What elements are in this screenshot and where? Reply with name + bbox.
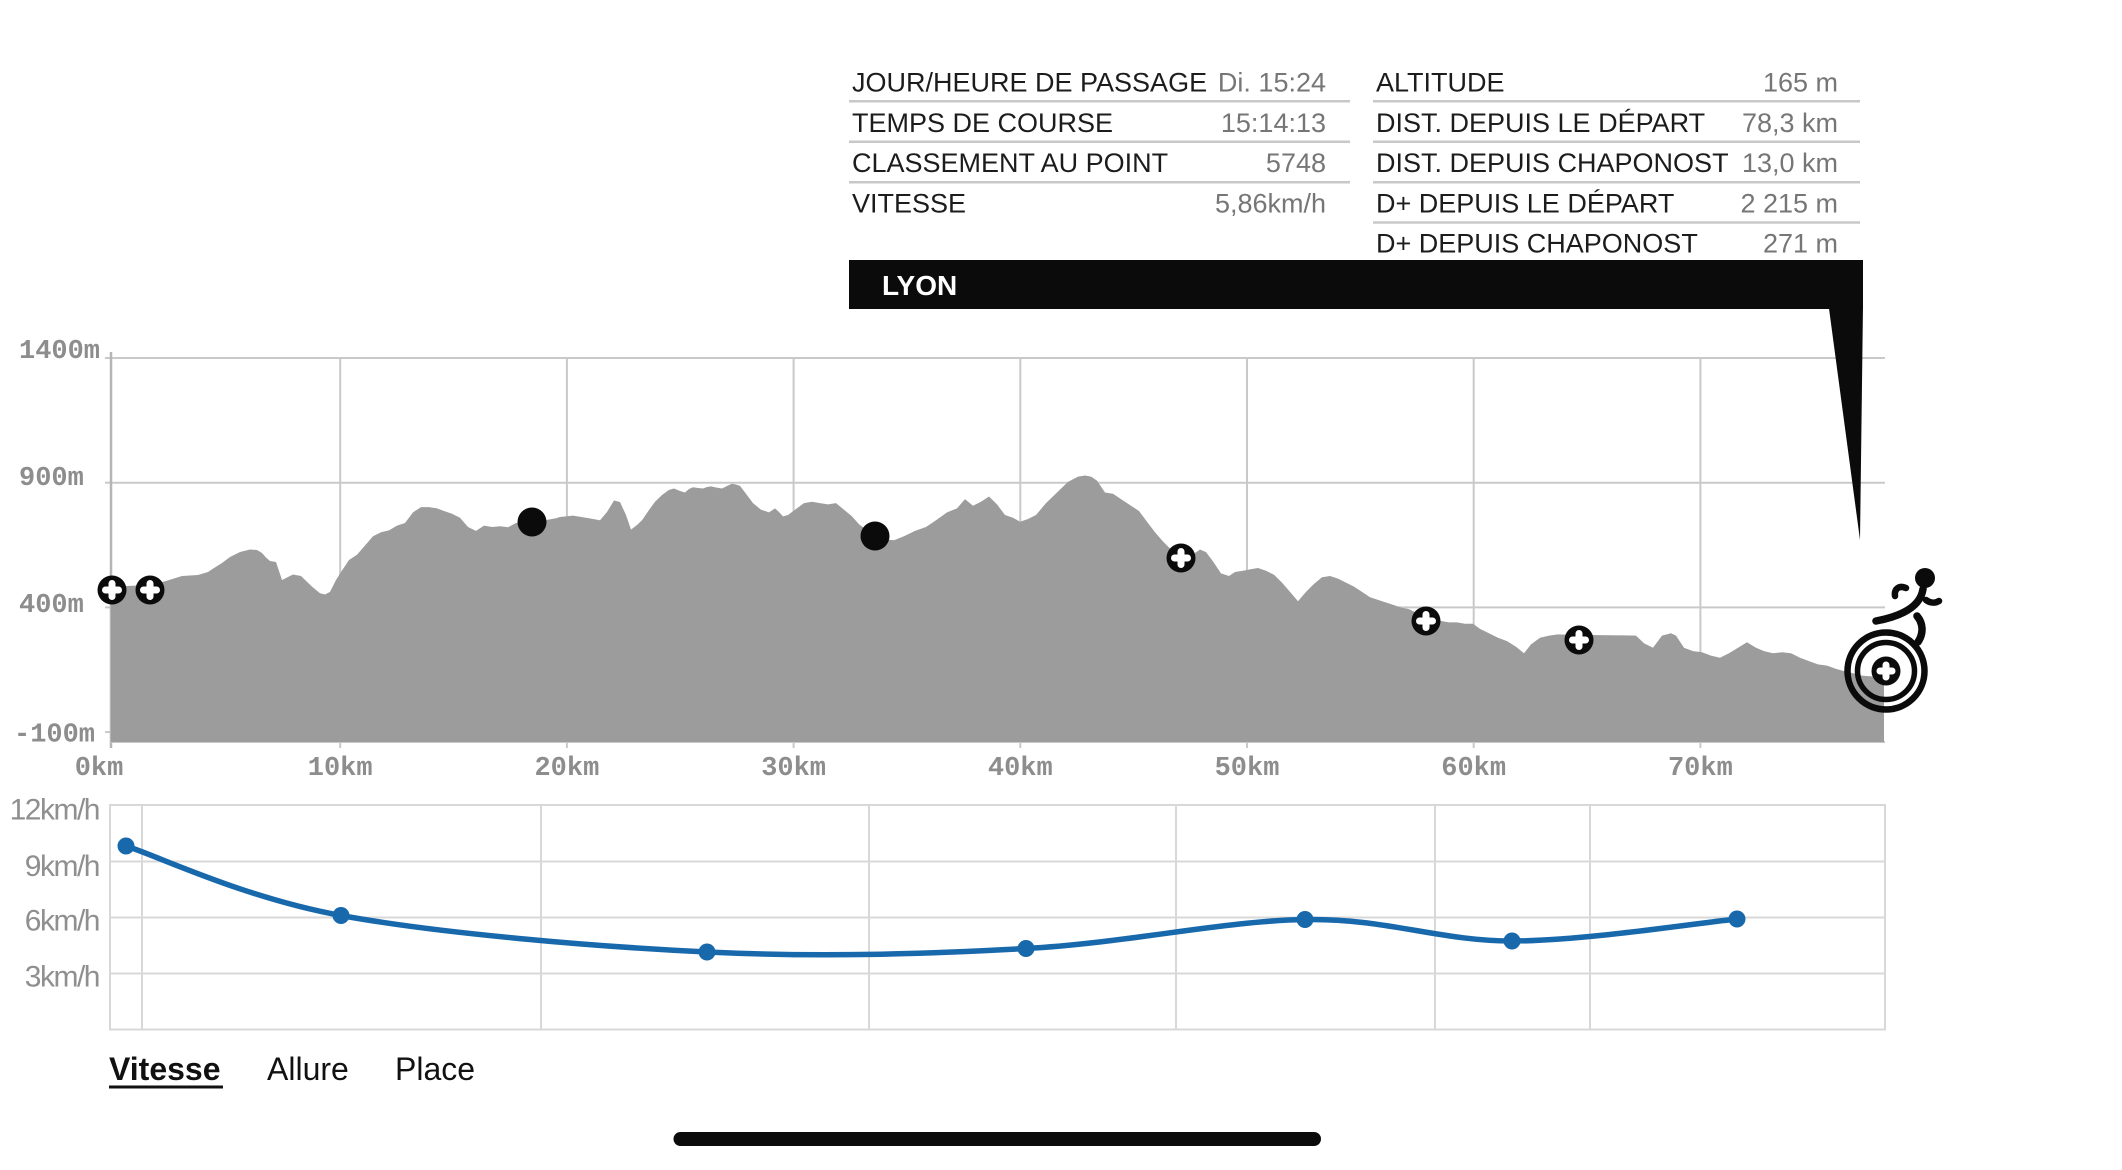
svg-text:Di. 15:24: Di. 15:24 bbox=[1218, 68, 1326, 98]
svg-text:60km: 60km bbox=[1441, 754, 1506, 784]
svg-text:70km: 70km bbox=[1668, 754, 1733, 784]
svg-text:271 m: 271 m bbox=[1763, 229, 1838, 259]
svg-text:JOUR/HEURE DE PASSAGE: JOUR/HEURE DE PASSAGE bbox=[852, 68, 1207, 98]
svg-text:10km: 10km bbox=[308, 754, 373, 784]
svg-text:D+ DEPUIS CHAPONOST: D+ DEPUIS CHAPONOST bbox=[1376, 229, 1698, 259]
svg-text:900m: 900m bbox=[19, 464, 84, 494]
svg-text:50km: 50km bbox=[1215, 754, 1280, 784]
svg-text:3km/h: 3km/h bbox=[25, 961, 99, 994]
svg-text:Place: Place bbox=[395, 1051, 475, 1087]
svg-text:1400m: 1400m bbox=[19, 337, 100, 367]
svg-text:VITESSE: VITESSE bbox=[852, 188, 966, 218]
svg-text:DIST. DEPUIS CHAPONOST: DIST. DEPUIS CHAPONOST bbox=[1376, 148, 1729, 178]
svg-text:0km: 0km bbox=[75, 754, 124, 784]
svg-text:400m: 400m bbox=[19, 591, 84, 621]
svg-text:LYON: LYON bbox=[882, 270, 957, 301]
svg-text:5748: 5748 bbox=[1266, 148, 1326, 178]
svg-text:9km/h: 9km/h bbox=[25, 850, 99, 883]
svg-text:165 m: 165 m bbox=[1763, 68, 1838, 98]
svg-text:Allure: Allure bbox=[267, 1051, 349, 1087]
svg-text:6km/h: 6km/h bbox=[25, 904, 99, 937]
svg-text:15:14:13: 15:14:13 bbox=[1221, 108, 1326, 138]
svg-text:TEMPS DE COURSE: TEMPS DE COURSE bbox=[852, 108, 1113, 138]
svg-text:40km: 40km bbox=[988, 754, 1053, 784]
svg-text:78,3 km: 78,3 km bbox=[1742, 108, 1838, 138]
svg-text:12km/h: 12km/h bbox=[10, 794, 99, 827]
svg-text:30km: 30km bbox=[761, 754, 826, 784]
svg-text:D+ DEPUIS LE DÉPART: D+ DEPUIS LE DÉPART bbox=[1376, 188, 1674, 218]
svg-text:ALTITUDE: ALTITUDE bbox=[1376, 68, 1505, 98]
svg-text:-100m: -100m bbox=[14, 721, 95, 751]
svg-text:CLASSEMENT AU POINT: CLASSEMENT AU POINT bbox=[852, 148, 1168, 178]
svg-text:13,0 km: 13,0 km bbox=[1742, 148, 1838, 178]
svg-text:2 215 m: 2 215 m bbox=[1740, 188, 1838, 218]
svg-text:Vitesse: Vitesse bbox=[109, 1051, 221, 1087]
svg-text:5,86km/h: 5,86km/h bbox=[1215, 188, 1326, 218]
svg-text:DIST. DEPUIS LE DÉPART: DIST. DEPUIS LE DÉPART bbox=[1376, 108, 1705, 138]
svg-text:20km: 20km bbox=[534, 754, 599, 784]
